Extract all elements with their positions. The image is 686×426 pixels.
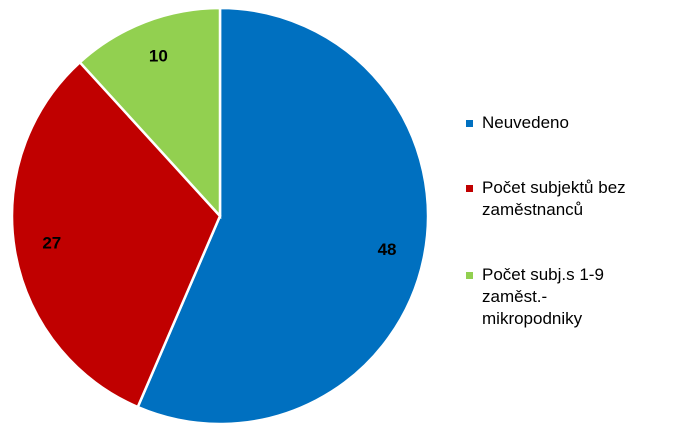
pie-slice [136,6,430,426]
legend-swatch [466,120,473,127]
legend-swatch [466,185,473,192]
legend-item: Počet subj.s 1-9 zaměst.-mikropodniky [466,264,632,330]
data-label: 48 [378,240,397,259]
legend-item: Neuvedeno [466,112,686,134]
legend-item: Počet subjektů bez zaměstnanců [466,177,686,221]
legend-label: Počet subjektů bez zaměstnanců [482,178,626,219]
pie-area: 48 27 10 [10,6,430,426]
pie-slice [10,60,222,409]
data-label: 27 [42,234,61,253]
pie-slice [78,6,222,220]
data-label: 10 [149,46,168,65]
legend-label: Počet subj.s 1-9 zaměst.-mikropodniky [482,265,604,328]
legend: Neuvedeno Počet subjektů bez zaměstnanců P… [466,112,686,373]
legend-swatch [466,272,473,279]
legend-label: Neuvedeno [482,113,569,132]
